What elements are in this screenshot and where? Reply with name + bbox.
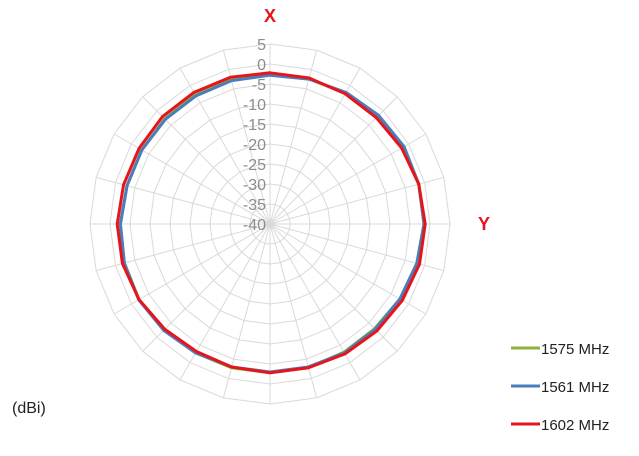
- grid-spoke: [269, 176, 444, 225]
- radial-tick-label: -35: [243, 197, 266, 214]
- radial-tick-label: -25: [243, 157, 266, 174]
- grid-spoke: [269, 223, 444, 272]
- polar-grid: [89, 43, 451, 405]
- radial-tick-label: -15: [243, 117, 266, 134]
- series-line-1602-mhz: [115, 71, 427, 375]
- legend-label: 1575 MHz: [541, 341, 609, 358]
- legend: 1575 MHz 1561 MHz 1602 MHz: [511, 341, 609, 434]
- grid-spoke: [142, 223, 271, 352]
- radial-tick-labels: 5 0 -5 -10 -15 -20 -25 -30 -35 -40: [243, 37, 266, 234]
- grid-spoke: [269, 223, 398, 352]
- axis-label-y: Y: [478, 214, 490, 234]
- radial-tick-label: -20: [243, 137, 266, 154]
- radial-tick-label: 0: [257, 57, 266, 74]
- unit-label: (dBi): [12, 400, 46, 417]
- grid-spoke: [269, 133, 427, 225]
- grid-spoke: [96, 176, 271, 225]
- radial-tick-label: -10: [243, 97, 266, 114]
- radial-tick-label: -30: [243, 177, 266, 194]
- radial-tick-label: -5: [252, 77, 266, 94]
- series-lines: [115, 71, 427, 375]
- axis-label-x: X: [264, 6, 276, 26]
- radial-tick-label: 5: [257, 37, 266, 54]
- legend-label: 1561 MHz: [541, 379, 609, 396]
- legend-label: 1602 MHz: [541, 417, 609, 434]
- radial-tick-label: -40: [243, 217, 266, 234]
